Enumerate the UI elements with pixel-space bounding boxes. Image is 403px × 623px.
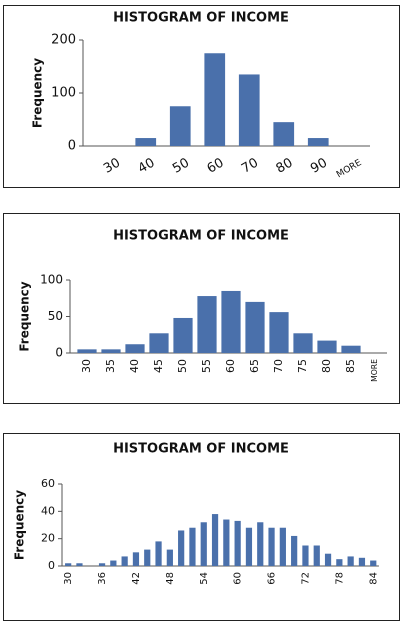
x-tick-label: 70	[239, 156, 261, 177]
bar	[110, 560, 117, 566]
x-tick-label: 78	[334, 572, 345, 585]
y-tick-label: 100	[40, 273, 63, 287]
bar	[358, 557, 366, 566]
chart-title: HISTOGRAM OF INCOME	[113, 11, 289, 26]
x-tick-label: 40	[128, 359, 141, 373]
bar	[223, 519, 230, 566]
bar	[98, 563, 106, 566]
bar	[234, 520, 241, 566]
x-tick-label: 42	[131, 572, 142, 585]
y-tick-label: 60	[41, 477, 55, 490]
bar	[77, 349, 97, 353]
bar	[245, 527, 253, 566]
bar	[166, 549, 173, 566]
x-tick-label: 55	[200, 359, 213, 373]
x-tick-label: 30	[80, 359, 93, 373]
x-tick-label: 60	[205, 156, 227, 177]
chart-title: HISTOGRAM OF INCOME	[113, 229, 289, 244]
bar	[178, 530, 185, 566]
x-tick-label: 66	[267, 572, 278, 585]
x-tick-label: 90	[308, 156, 330, 177]
chart-title: HISTOGRAM OF INCOME	[113, 442, 289, 457]
bar	[125, 344, 145, 353]
x-tick-label: 36	[97, 572, 108, 585]
y-tick-label: 50	[48, 309, 63, 323]
y-tick-label: 0	[48, 559, 55, 572]
bar	[268, 527, 275, 566]
bar	[144, 549, 151, 566]
x-tick-label: 40	[136, 156, 158, 177]
y-tick-label: 40	[41, 504, 55, 517]
bar	[149, 333, 169, 353]
bar	[273, 122, 295, 146]
x-tick-label: 50	[170, 156, 192, 177]
bar	[135, 138, 157, 146]
bar	[307, 138, 329, 146]
x-tick-label: 45	[152, 359, 165, 373]
bar	[221, 290, 241, 353]
x-tick-label: 72	[300, 572, 311, 585]
bar	[336, 559, 343, 566]
bar	[169, 106, 191, 146]
x-tick-label: 84	[368, 572, 379, 585]
bar	[197, 296, 217, 353]
bar	[238, 74, 260, 146]
y-axis-label: Frequency	[13, 490, 27, 560]
chart-frame	[3, 5, 400, 188]
x-tick-label: 80	[320, 359, 333, 373]
x-tick-label: 80	[274, 156, 296, 177]
bar	[76, 563, 83, 566]
x-tick-label: 54	[199, 572, 210, 585]
bar	[324, 553, 332, 566]
bar	[211, 514, 219, 566]
bar	[204, 53, 226, 146]
x-tick-label: 70	[272, 359, 285, 373]
y-axis-label: Frequency	[18, 281, 32, 351]
x-tick-label: MORE	[370, 359, 379, 382]
x-tick-label: 30	[101, 156, 123, 177]
x-tick-label: 35	[104, 359, 117, 373]
bar	[291, 535, 298, 566]
x-tick-label: 65	[248, 359, 261, 373]
bar	[341, 345, 361, 353]
x-tick-label: 75	[296, 359, 309, 373]
bar	[370, 560, 377, 566]
bar	[101, 349, 121, 353]
bar	[293, 333, 313, 353]
x-tick-label: 48	[165, 572, 176, 585]
bar	[121, 556, 128, 566]
bar	[245, 301, 265, 353]
bar	[347, 556, 354, 566]
bar	[279, 527, 286, 566]
bar	[269, 312, 289, 353]
y-tick-label: 20	[41, 532, 55, 545]
x-tick-label: 50	[176, 359, 189, 373]
bar	[189, 527, 196, 566]
y-tick-label: 0	[68, 139, 76, 154]
x-tick-label: 30	[63, 572, 74, 585]
x-tick-label: 85	[344, 359, 357, 373]
bar	[155, 541, 162, 566]
y-tick-label: 200	[51, 33, 76, 48]
x-tick-label: 60	[233, 572, 244, 585]
y-tick-label: 0	[55, 346, 63, 360]
bar	[302, 545, 309, 566]
bar	[257, 522, 264, 566]
bar	[132, 552, 140, 566]
bar	[65, 563, 72, 566]
bar	[200, 522, 207, 566]
y-tick-label: 100	[51, 86, 76, 101]
bar	[173, 317, 193, 353]
y-axis-label: Frequency	[31, 58, 45, 128]
bar	[317, 340, 337, 353]
bar	[313, 545, 320, 566]
x-tick-label: 60	[224, 359, 237, 373]
